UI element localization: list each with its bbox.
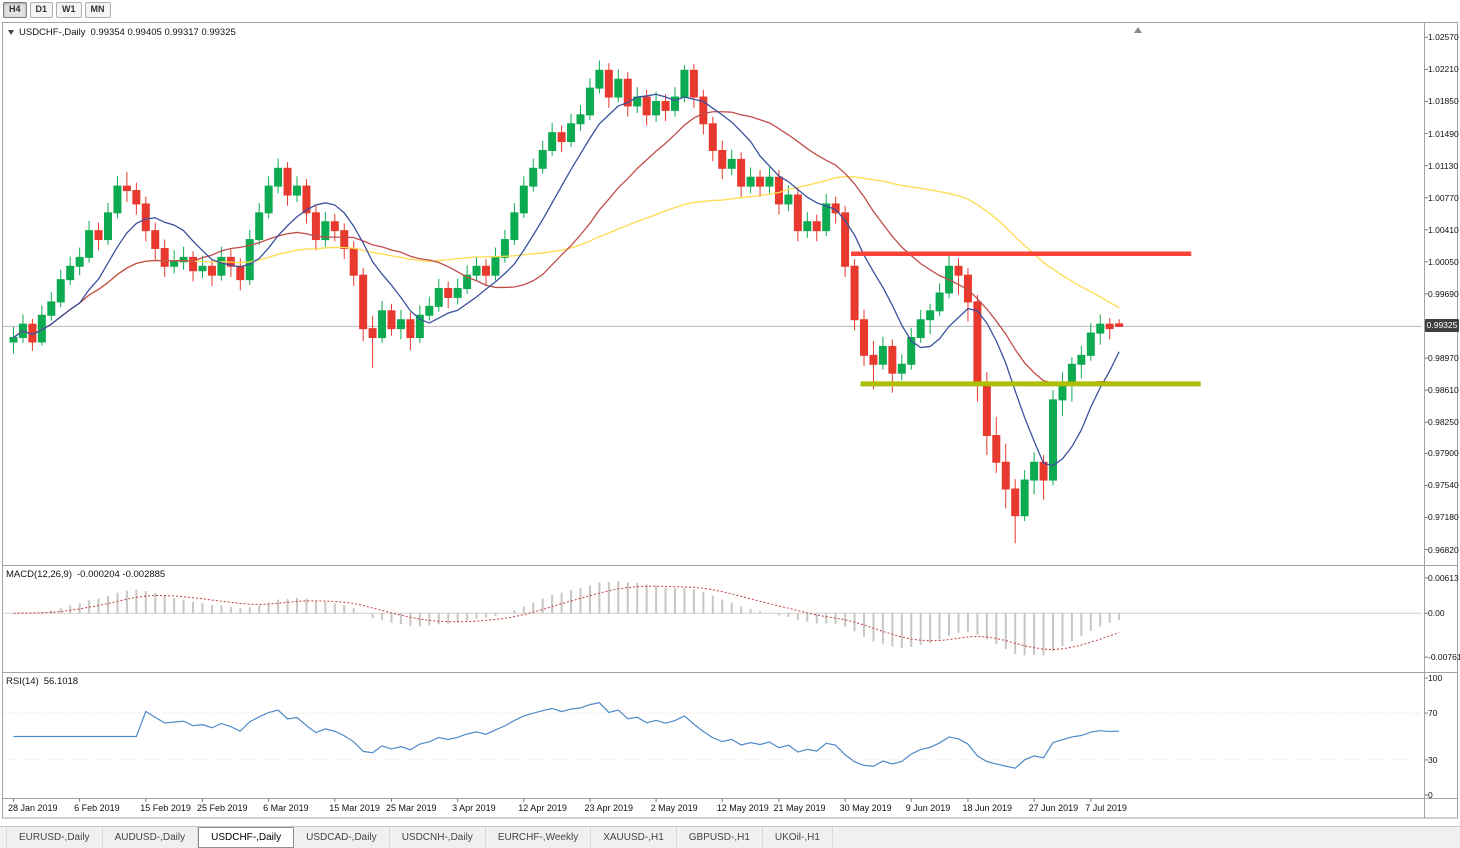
tab-xauusd-h1[interactable]: XAUUSD-,H1: [591, 827, 677, 848]
rsi-panel-label: RSI(14) 56.1018: [6, 676, 78, 687]
date-axis-label: 12 Apr 2019: [518, 803, 567, 813]
date-axis: 28 Jan 2019 6 Feb 2019 15 Feb 2019 25 Feb 2…: [0, 803, 1424, 816]
date-axis-label: 3 Apr 2019: [452, 803, 496, 813]
tab-eurusd-daily[interactable]: EURUSD-,Daily: [6, 827, 103, 848]
date-axis-label: 30 May 2019: [839, 803, 892, 813]
candlestick-series: [9, 60, 1124, 544]
timeframe-toolbar: H4 D1 W1 MN: [3, 2, 111, 18]
symbol-tab-bar: EURUSD-,Daily AUDUSD-,Daily USDCHF-,Dail…: [0, 826, 1460, 848]
timeframe-d1-button[interactable]: D1: [29, 2, 54, 18]
date-axis-label: 6 Mar 2019: [263, 803, 309, 813]
macd-name: MACD(12,26,9): [6, 569, 72, 580]
ma-8-line: [13, 93, 1120, 467]
timeframe-mn-button[interactable]: MN: [84, 2, 111, 18]
macd-signal-line: [13, 585, 1120, 650]
current-price-badge: 0.99325: [1425, 319, 1459, 332]
date-axis-label: 2 May 2019: [650, 803, 698, 813]
macd-histogram: [21, 581, 1121, 656]
tab-usdcad-daily[interactable]: USDCAD-,Daily: [294, 827, 390, 848]
ma-45-line: [13, 175, 1120, 339]
date-axis-label: 28 Jan 2019: [8, 803, 58, 813]
macd-panel-label: MACD(12,26,9) -0.000204 -0.002885: [6, 569, 165, 580]
symbol-dropdown-icon[interactable]: [8, 30, 14, 35]
date-axis-label: 27 Jun 2019: [1028, 803, 1079, 813]
chart-shift-marker[interactable]: [1134, 27, 1142, 33]
tab-audusd-daily[interactable]: AUDUSD-,Daily: [103, 827, 199, 848]
rsi-value: 56.1018: [43, 676, 79, 687]
date-axis-label: 18 Jun 2019: [962, 803, 1012, 813]
date-axis-label: 12 May 2019: [716, 803, 769, 813]
date-axis-label: 21 May 2019: [773, 803, 826, 813]
date-axis-label: 23 Apr 2019: [584, 803, 633, 813]
date-axis-label: 15 Feb 2019: [140, 803, 191, 813]
ohlc-values: 0.99354 0.99405 0.99317 0.99325: [90, 27, 236, 38]
date-axis-label: 15 Mar 2019: [329, 803, 380, 813]
tab-usdcnh-daily[interactable]: USDCNH-,Daily: [390, 827, 486, 848]
chart-title: USDCHF-,Daily 0.99354 0.99405 0.99317 0.…: [8, 27, 236, 38]
ma-20-line: [13, 111, 1120, 386]
tab-gbpusd-h1[interactable]: GBPUSD-,H1: [677, 827, 763, 848]
rsi-line: [13, 701, 1120, 769]
tab-usdchf-daily[interactable]: USDCHF-,Daily: [198, 827, 295, 848]
date-axis-label: 9 Jun 2019: [905, 803, 951, 813]
rsi-name: RSI(14): [6, 676, 39, 687]
symbol-label: USDCHF-,Daily: [19, 27, 86, 38]
timeframe-w1-button[interactable]: W1: [56, 2, 82, 18]
date-axis-label: 25 Feb 2019: [197, 803, 248, 813]
timeframe-h4-button[interactable]: H4: [3, 2, 27, 18]
date-axis-label: 6 Feb 2019: [74, 803, 120, 813]
tab-eurchf-weekly[interactable]: EURCHF-,Weekly: [486, 827, 592, 848]
date-axis-label: 25 Mar 2019: [386, 803, 437, 813]
date-axis-label: 7 Jul 2019: [1085, 803, 1127, 813]
chart-window-border: [2, 22, 1458, 819]
macd-values: -0.000204 -0.002885: [77, 569, 166, 580]
tab-ukoil-h1[interactable]: UKOil-,H1: [763, 827, 833, 848]
